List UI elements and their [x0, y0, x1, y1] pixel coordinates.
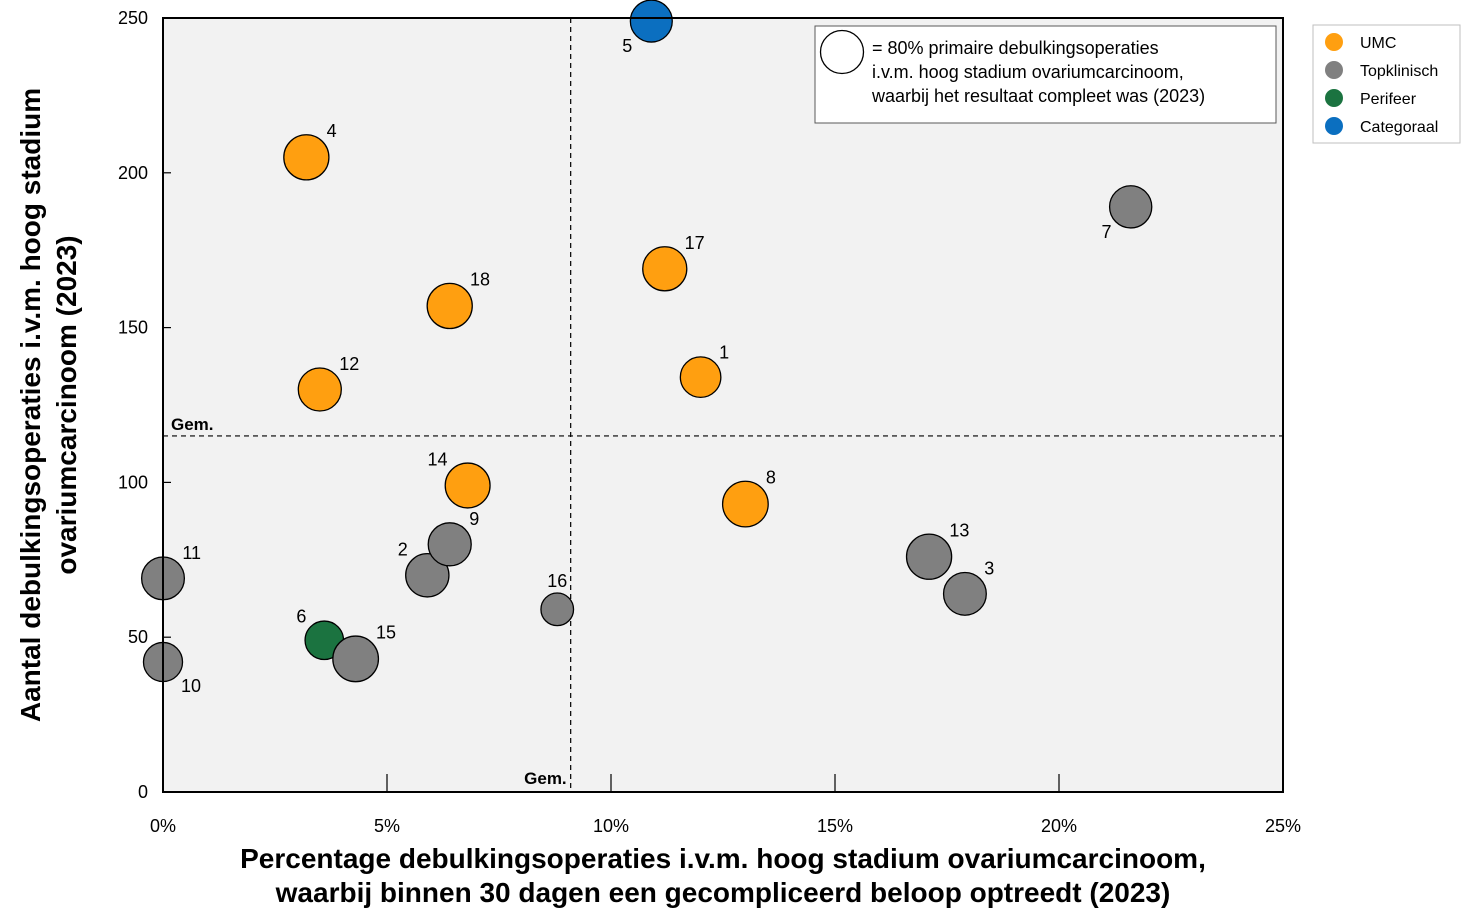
- legend-label-categoraal: Categoraal: [1360, 119, 1438, 136]
- legend-marker-topklinisch: [1325, 61, 1343, 79]
- x-tick-label: 5%: [374, 816, 400, 836]
- bubble-label-5: 5: [622, 36, 632, 56]
- x-axis: 0% 5% 10% 15% 20% 25%: [150, 774, 1301, 836]
- bubble-8: [721, 480, 769, 528]
- bubble-4: [283, 134, 330, 181]
- y-axis-title-line-2: ovariumcarcinoom (2023): [51, 235, 82, 574]
- size-reference-text: i.v.m. hoog stadium ovariumcarcinoom,: [872, 62, 1184, 82]
- x-tick-label: 15%: [817, 816, 853, 836]
- y-tick-label: 250: [118, 8, 148, 28]
- legend: UMC Topklinisch Perifeer Categoraal: [1312, 24, 1461, 144]
- plot-frame: [162, 17, 1284, 793]
- bubble-label-7: 7: [1101, 222, 1111, 242]
- legend-label-umc: UMC: [1360, 35, 1396, 52]
- x-tick-label: 0%: [150, 816, 176, 836]
- bubble-label-8: 8: [766, 468, 776, 488]
- size-reference-frame: [814, 25, 1277, 124]
- bubble-5: [629, 0, 673, 43]
- x-tick-label: 25%: [1265, 816, 1301, 836]
- bubble-label-14: 14: [427, 449, 447, 469]
- bubble-label-2: 2: [398, 540, 408, 560]
- size-reference-text: = 80% primaire debulkingsoperaties: [872, 38, 1159, 58]
- bubble-15: [332, 635, 380, 683]
- bubble-7: [1108, 185, 1153, 229]
- y-tick-label: 200: [118, 163, 148, 183]
- bubble-18: [426, 282, 473, 330]
- y-tick-label: 50: [128, 627, 148, 647]
- bubble-14: [444, 462, 491, 509]
- y-tick-label: 150: [118, 318, 148, 338]
- bubble-label-12: 12: [339, 354, 359, 374]
- size-reference-text: waarbij het resultaat compleet was (2023…: [871, 86, 1205, 106]
- x-axis-title-line-2: waarbij binnen 30 dagen een gecompliceer…: [275, 877, 1171, 908]
- mean-y-label: Gem.: [171, 415, 214, 434]
- bubble-label-11: 11: [182, 543, 201, 563]
- bubble-2: [405, 552, 450, 598]
- bubble-label-9: 9: [469, 509, 479, 529]
- bubble-3: [942, 571, 987, 616]
- bubble-label-3: 3: [984, 558, 994, 578]
- bubble-label-16: 16: [547, 571, 567, 591]
- bubble-label-17: 17: [685, 233, 705, 253]
- size-reference-box: = 80% primaire debulkingsoperaties i.v.m.…: [814, 25, 1277, 124]
- legend-marker-perifeer: [1325, 89, 1343, 107]
- y-axis: 0 50 100 150 200 250: [118, 8, 171, 802]
- y-tick-label: 100: [118, 472, 148, 492]
- mean-x-label: Gem.: [524, 769, 567, 788]
- legend-marker-categoraal: [1325, 117, 1343, 135]
- mean-lines: Gem. Gem.: [163, 18, 1283, 792]
- bubble-1: [679, 356, 722, 399]
- y-tick-label: 0: [138, 782, 148, 802]
- legend-label-perifeer: Perifeer: [1360, 91, 1417, 108]
- legend-label-topklinisch: Topklinisch: [1360, 63, 1438, 80]
- y-axis-title-line-1: Aantal debulkingsoperaties i.v.m. hoog s…: [15, 88, 46, 722]
- bubble-9: [427, 522, 472, 567]
- size-reference-circle: [819, 29, 865, 75]
- bubble-13: [905, 533, 953, 580]
- bubble-label-6: 6: [296, 606, 306, 626]
- bubble-label-1: 1: [719, 343, 729, 363]
- x-axis-title-line-1: Percentage debulkingsoperaties i.v.m. ho…: [240, 843, 1206, 874]
- bubble-16: [540, 592, 575, 627]
- bubble-17: [642, 246, 688, 292]
- x-tick-label: 20%: [1041, 816, 1077, 836]
- x-tick-label: 10%: [593, 816, 629, 836]
- bubble-label-13: 13: [949, 520, 969, 540]
- legend-marker-umc: [1325, 33, 1343, 51]
- bubble-label-18: 18: [470, 270, 490, 290]
- bubble-label-15: 15: [376, 622, 396, 642]
- bubble-label-4: 4: [327, 121, 337, 141]
- bubble-12: [297, 367, 342, 412]
- bubble-label-10: 10: [181, 676, 201, 696]
